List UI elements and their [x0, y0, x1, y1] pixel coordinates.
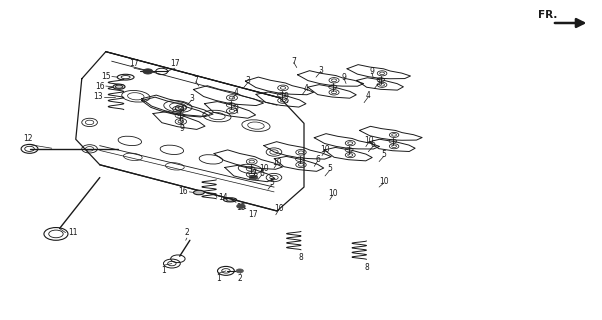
Text: 4: 4 [234, 88, 238, 97]
Text: 5: 5 [382, 150, 386, 159]
Circle shape [237, 204, 245, 208]
Text: 14: 14 [218, 193, 228, 202]
Text: 2: 2 [184, 228, 189, 237]
Text: 10: 10 [364, 136, 374, 145]
Text: 4: 4 [179, 105, 185, 114]
Text: 9: 9 [370, 67, 374, 76]
Text: 10: 10 [320, 145, 330, 154]
Circle shape [249, 175, 258, 180]
Text: 16: 16 [95, 82, 105, 91]
Text: 3: 3 [246, 76, 250, 85]
Text: 3: 3 [189, 94, 194, 103]
Text: 7: 7 [193, 76, 198, 85]
Text: 10: 10 [274, 204, 284, 213]
Ellipse shape [113, 84, 125, 89]
Text: 4: 4 [366, 91, 371, 100]
Text: 3: 3 [318, 66, 323, 75]
Text: 1: 1 [216, 274, 220, 283]
Text: 3: 3 [376, 78, 380, 87]
Text: 1: 1 [162, 266, 166, 275]
Text: 13: 13 [93, 92, 103, 101]
Text: 17: 17 [248, 210, 258, 219]
Text: 9: 9 [284, 92, 288, 101]
Text: 7: 7 [291, 57, 296, 66]
Text: 8: 8 [365, 263, 370, 272]
Text: 8: 8 [299, 253, 303, 262]
Text: 10: 10 [272, 158, 282, 167]
Text: 9: 9 [342, 73, 347, 82]
Ellipse shape [193, 190, 204, 195]
Text: 16: 16 [178, 188, 188, 196]
Text: 4: 4 [303, 84, 308, 93]
Text: 15: 15 [101, 72, 111, 81]
Text: 10: 10 [379, 177, 389, 186]
Circle shape [143, 69, 153, 74]
Text: 17: 17 [170, 59, 179, 68]
Text: 6: 6 [371, 140, 376, 149]
Text: 5: 5 [270, 179, 275, 188]
Text: 6: 6 [315, 155, 320, 164]
Text: 6: 6 [259, 169, 264, 178]
Text: 9: 9 [234, 104, 238, 113]
Text: 5: 5 [327, 164, 332, 173]
Text: 9: 9 [179, 124, 185, 133]
Circle shape [236, 269, 243, 273]
Text: 11: 11 [68, 228, 78, 237]
Text: FR.: FR. [538, 11, 557, 20]
Text: 10: 10 [328, 189, 338, 198]
Text: 9: 9 [178, 116, 184, 126]
Text: 10: 10 [259, 164, 268, 173]
Text: 17: 17 [129, 59, 139, 68]
Text: 12: 12 [23, 134, 33, 143]
Text: 2: 2 [237, 274, 242, 283]
Text: 15: 15 [236, 203, 246, 212]
